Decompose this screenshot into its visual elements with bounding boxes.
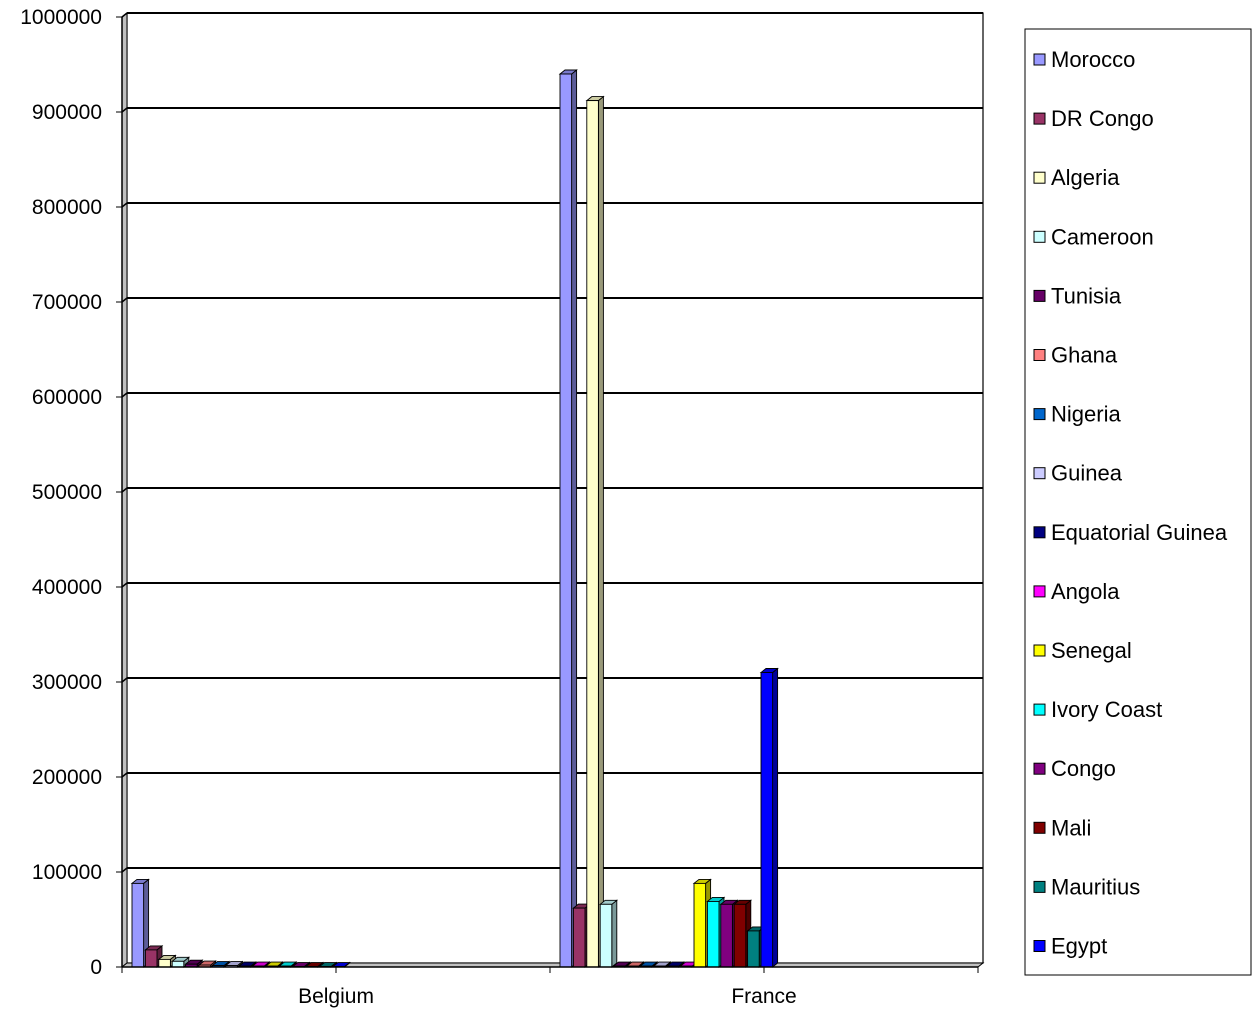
gridline-side [121, 772, 128, 778]
legend: Morocco DR Congo Algeria Cameroon Tunisia Gha… [1024, 28, 1252, 976]
legend-label: Ivory Coast [1051, 697, 1162, 722]
legend-label: Equatorial Guinea [1051, 520, 1228, 545]
legend-swatch [1033, 289, 1046, 302]
bar [278, 961, 298, 968]
bar-front [706, 901, 720, 968]
axes: 0 100000 200000 300000 400000 500000 600000 700… [20, 6, 979, 1008]
legend-swatch [1033, 703, 1046, 716]
gridline-side [121, 12, 128, 18]
y-tick-label: 100000 [32, 861, 102, 884]
bar [759, 667, 779, 968]
bar-front [144, 949, 158, 968]
bar [184, 959, 204, 968]
bar-front [747, 930, 760, 968]
y-tick-label: 1000000 [20, 6, 102, 29]
legend-swatch [1033, 349, 1046, 361]
y-tick-label: 0 [90, 956, 102, 979]
y-tick-label: 200000 [32, 766, 102, 789]
legend-label: Ghana [1051, 343, 1118, 368]
y-tick-label: 400000 [32, 576, 102, 599]
legend-swatch [1033, 408, 1046, 421]
bar-front [760, 672, 774, 968]
bar-front [693, 882, 707, 968]
bar-front [733, 903, 747, 968]
legend-label: Algeria [1051, 165, 1120, 190]
bar-front [572, 907, 586, 968]
x-category-label: France [731, 985, 796, 1008]
plot-area [120, 11, 985, 969]
gridline-side [121, 107, 128, 113]
bar-front [720, 903, 733, 968]
legend-swatch [1033, 112, 1046, 125]
gridline-side [121, 582, 128, 588]
bar-side [772, 667, 779, 968]
legend-swatch [1033, 821, 1046, 834]
gridline-side [121, 297, 128, 303]
gridline-side [121, 202, 128, 208]
legend-swatch [1033, 644, 1046, 657]
gridline-side [121, 392, 128, 398]
legend-swatch [1033, 585, 1046, 598]
x-category-label: Belgium [298, 985, 374, 1008]
legend-swatch [1033, 230, 1046, 243]
y-tick-label: 500000 [32, 481, 102, 504]
legend-label: Cameroon [1051, 224, 1154, 249]
gridline-side [121, 677, 128, 683]
legend-swatch [1033, 762, 1046, 775]
legend-label: Tunisia [1051, 283, 1122, 308]
y-tick-label: 300000 [32, 671, 102, 694]
y-tick-label: 700000 [32, 291, 102, 314]
y-tick-label: 800000 [32, 196, 102, 219]
y-tick-label: 900000 [32, 101, 102, 124]
legend-label: Egypt [1051, 934, 1107, 959]
bar-side [611, 899, 618, 968]
bar [585, 95, 605, 968]
bar-front [559, 73, 573, 968]
bar-front [586, 100, 599, 968]
legend-label: Mali [1051, 815, 1091, 840]
bar-front [171, 960, 185, 968]
legend-label: Angola [1051, 579, 1120, 604]
legend-swatch [1033, 880, 1046, 893]
gridline-side [121, 487, 128, 493]
legend-label: DR Congo [1051, 106, 1154, 131]
legend-swatch [1033, 467, 1046, 480]
bar-front [158, 958, 171, 968]
legend-swatch [1033, 53, 1046, 66]
gridlines [121, 12, 983, 873]
legend-label: Guinea [1051, 461, 1123, 486]
y-tick-label: 600000 [32, 386, 102, 409]
legend-label: Morocco [1051, 47, 1135, 72]
legend-swatch [1033, 526, 1046, 539]
legend-label: Mauritius [1051, 874, 1140, 899]
legend-label: Senegal [1051, 638, 1132, 663]
legend-swatch [1033, 171, 1046, 184]
bar [598, 899, 619, 968]
bar-front [131, 882, 145, 968]
legend-swatch [1033, 940, 1046, 952]
gridline-side [121, 867, 128, 873]
legend-box [1024, 28, 1252, 976]
bar-side [571, 69, 578, 968]
bar-front [599, 903, 613, 968]
legend-label: Congo [1051, 756, 1116, 781]
bar [558, 69, 578, 968]
legend-label: Nigeria [1051, 402, 1121, 427]
bar-side [597, 95, 604, 968]
